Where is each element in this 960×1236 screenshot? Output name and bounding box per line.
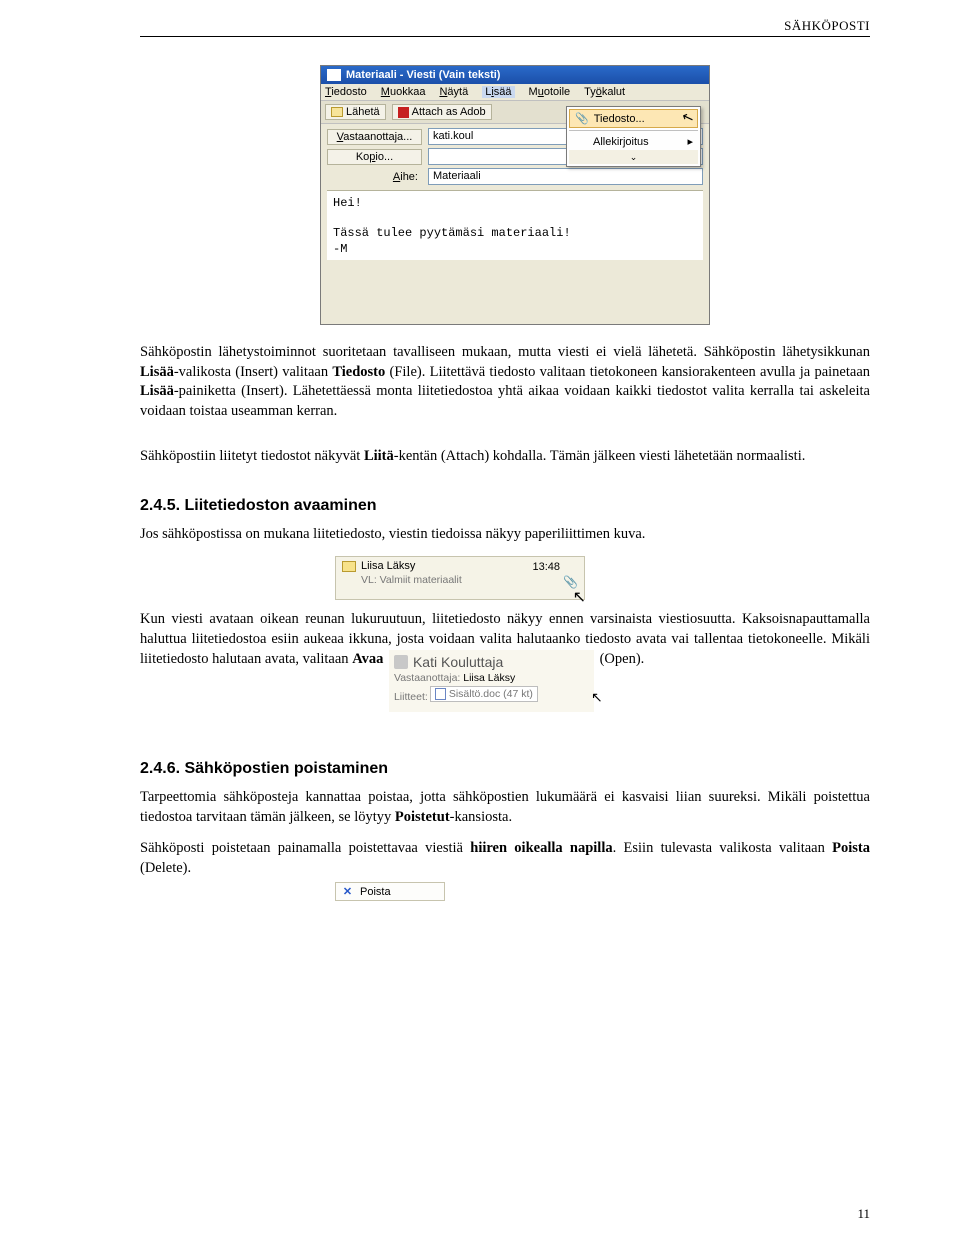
outlook-compose-screenshot: Materiaali - Viesti (Vain teksti) Tiedos… [320, 65, 710, 325]
delete-menu-screenshot: ✕ Poista [335, 882, 445, 901]
cc-button[interactable]: Kopio... [327, 149, 422, 165]
paragraph-2: Sähköpostiin liitetyt tiedostot näkyvät … [140, 447, 870, 467]
sender-name: Liisa Läksy [361, 560, 415, 572]
envelope-icon [342, 561, 356, 572]
send-icon [331, 107, 343, 117]
delete-icon: ✕ [341, 885, 354, 898]
heading-245: 2.4.5. Liitetiedoston avaaminen [140, 497, 870, 515]
paragraph-6: Sähköposti poistetaan painamalla poistet… [140, 839, 870, 878]
insert-dropdown: 📎 Tiedosto... ↖ Allekirjoitus ▸ ⌄ [566, 106, 701, 167]
page-number: 11 [857, 1206, 870, 1222]
menu-lisaa[interactable]: Lisää [482, 86, 514, 98]
menu-muokkaa[interactable]: Muokkaa [381, 86, 426, 98]
dropdown-allekirjoitus[interactable]: Allekirjoitus ▸ [569, 133, 698, 150]
send-label: Lähetä [346, 106, 380, 118]
paragraph-4: Kun viesti avataan oikean reunan lukuruu… [140, 610, 870, 712]
subject-input[interactable]: Materiaali [428, 168, 703, 185]
message-subject: VL: Valmiit materiaalit [361, 574, 578, 586]
attach-label: Liitteet: [394, 691, 428, 703]
reading-pane-screenshot: Kati Kouluttaja Vastaanottaja: Liisa Läk… [389, 650, 594, 713]
menu-nayta[interactable]: Näytä [439, 86, 468, 98]
paragraph-5: Tarpeettomia sähköposteja kannattaa pois… [140, 788, 870, 827]
window-titlebar: Materiaali - Viesti (Vain teksti) [321, 66, 709, 84]
dropdown-expand[interactable]: ⌄ [569, 150, 698, 164]
paragraph-3: Jos sähköpostissa on mukana liitetiedost… [140, 525, 870, 545]
dropdown-file-label: Tiedosto... [594, 113, 645, 125]
paragraph-1: Sähköpostin lähetystoiminnot suoritetaan… [140, 343, 870, 421]
cursor-icon: ↖ [573, 587, 586, 607]
paperclip-icon: 📎 [575, 112, 589, 125]
doc-icon [435, 688, 446, 700]
message-list-item-screenshot: Liisa Läksy VL: Valmiit materiaalit 13:4… [335, 556, 585, 600]
submenu-arrow-icon: ▸ [687, 135, 693, 148]
chevron-down-icon: ⌄ [630, 152, 638, 162]
message-time: 13:48 [532, 561, 560, 573]
heading-246: 2.4.6. Sähköpostien poistaminen [140, 760, 870, 778]
message-body[interactable]: Hei! Tässä tulee pyytämäsi materiaali! -… [327, 190, 703, 260]
to-label: Vastaanottaja: [394, 672, 460, 684]
attachment-filename: Sisältö.doc (47 kt) [449, 687, 533, 701]
cursor-icon: ↖ [591, 689, 603, 705]
dropdown-tiedosto[interactable]: 📎 Tiedosto... ↖ [569, 109, 698, 128]
from-name: Kati Kouluttaja [413, 653, 503, 672]
pdf-icon [398, 107, 409, 118]
dropdown-separator [569, 130, 698, 131]
menu-tyokalut[interactable]: Työkalut [584, 86, 625, 98]
page-header: SÄHKÖPOSTI [140, 18, 870, 37]
body-line2: Tässä tulee pyytämäsi materiaali! [333, 225, 697, 241]
menu-tiedosto[interactable]: Tiedosto [325, 86, 367, 98]
body-line3: -M [333, 241, 697, 257]
to-button[interactable]: Vastaanottaja... [327, 129, 422, 145]
app-icon [327, 69, 341, 81]
send-button[interactable]: Lähetä [325, 104, 386, 120]
avatar-icon [394, 655, 408, 669]
subject-label: Aihe: [327, 171, 422, 183]
menu-bar: Tiedosto Muokkaa Näytä Lisää Muotoile Ty… [321, 84, 709, 101]
attach-adobe-button[interactable]: Attach as Adob [392, 104, 492, 120]
dropdown-sig-label: Allekirjoitus [593, 136, 649, 148]
window-title: Materiaali - Viesti (Vain teksti) [346, 69, 500, 81]
delete-label[interactable]: Poista [360, 886, 391, 898]
menu-muotoile[interactable]: Muotoile [529, 86, 571, 98]
attachment-chip[interactable]: Sisältö.doc (47 kt) [430, 686, 538, 702]
cursor-icon: ↖ [680, 108, 697, 128]
body-line1: Hei! [333, 195, 697, 211]
to-name: Liisa Läksy [463, 672, 515, 684]
attach-adobe-label: Attach as Adob [412, 106, 486, 118]
